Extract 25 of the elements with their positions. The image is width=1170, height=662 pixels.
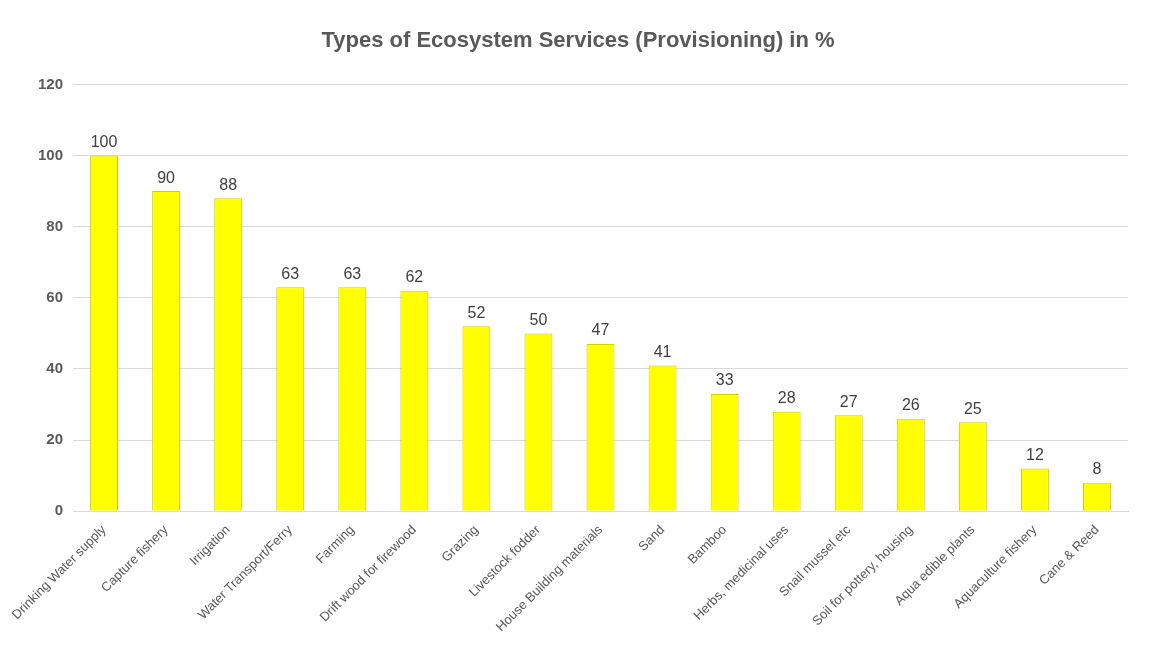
data-label: 52	[467, 303, 486, 321]
data-label: 28	[777, 389, 796, 407]
data-label: 63	[343, 264, 362, 282]
data-label: 90	[157, 168, 176, 186]
y-tick-label: 60	[46, 287, 64, 305]
data-label: 100	[90, 132, 118, 150]
data-label: 88	[219, 175, 238, 193]
data-label: 26	[901, 396, 920, 414]
data-label: 50	[529, 310, 548, 328]
data-label: 62	[405, 268, 424, 286]
data-label: 12	[1026, 446, 1044, 464]
data-label: 63	[281, 264, 300, 282]
y-tick-label: 80	[46, 216, 64, 234]
y-tick-label: 120	[38, 74, 64, 92]
y-tick-label: 20	[46, 430, 64, 448]
y-tick-label: 40	[46, 359, 64, 377]
data-label: 33	[715, 371, 734, 389]
data-label: 8	[1092, 460, 1102, 478]
chart-title: Types of Ecosystem Services (Provisioning) in %	[321, 27, 835, 53]
data-label: 47	[591, 321, 610, 339]
data-label: 41	[653, 342, 672, 360]
data-label: 25	[963, 399, 982, 417]
data-label: 27	[839, 392, 858, 410]
y-tick-label: 0	[54, 501, 64, 519]
y-tick-label: 100	[38, 145, 64, 163]
